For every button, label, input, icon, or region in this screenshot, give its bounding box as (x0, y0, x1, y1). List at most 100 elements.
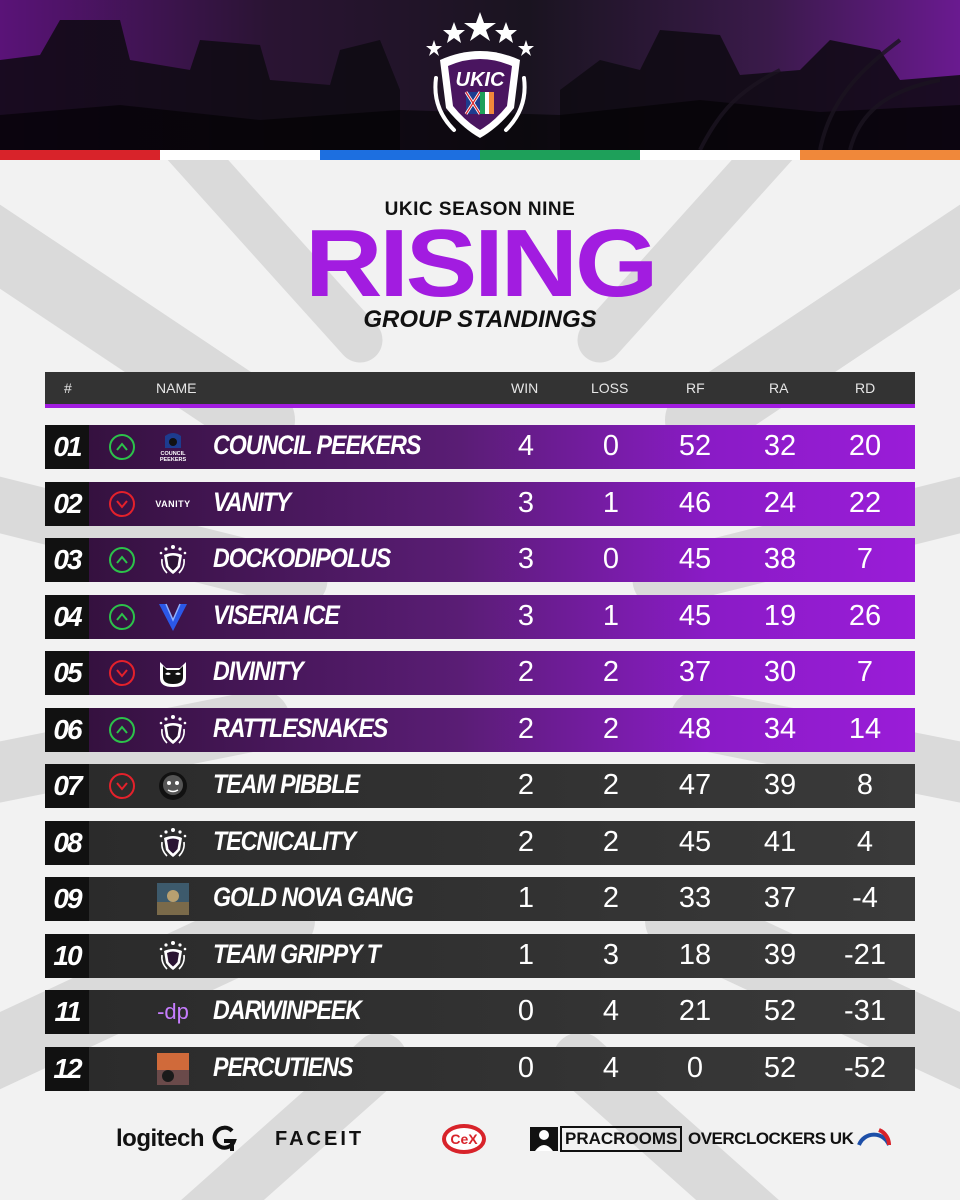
page-title: RISING (304, 210, 659, 317)
faceit-logo: FACEIT (275, 1127, 365, 1150)
rank-number: 08 (45, 820, 89, 865)
wins-value: 2 (517, 769, 535, 801)
darwinpeek-logo: -dp (157, 999, 189, 1024)
overclockers-uk-logo: OVERCLOCKERS UK (688, 1122, 893, 1156)
row-background (89, 1046, 915, 1091)
round-difference-value: -52 (844, 1051, 886, 1084)
council-peekers-logo: COUNCIL PEEKERS (153, 430, 193, 464)
rounds-against-value: 39 (763, 769, 797, 801)
rank-number: 03 (45, 538, 89, 582)
trend-down-icon (109, 773, 135, 799)
rounds-for-value: 48 (678, 712, 712, 745)
rounds-for-value: 45 (678, 543, 712, 575)
wins-value: 0 (517, 995, 535, 1027)
wins-value: 3 (517, 599, 535, 632)
round-difference-value: 22 (848, 486, 882, 519)
round-difference-value: -21 (844, 938, 886, 971)
table-row: 04 VISERIA ICE 3 1 45 19 26 (45, 594, 915, 639)
row-background (89, 651, 915, 695)
percutiens-logo (153, 1052, 193, 1086)
logitech-g-icon (212, 1125, 237, 1151)
gold-nova-gang-logo (153, 882, 193, 916)
round-difference-value: 7 (856, 543, 874, 575)
rounds-against-value: 34 (763, 712, 797, 745)
table-row: 07 TEAM PIBBLE 2 2 47 39 8 (45, 764, 915, 808)
rounds-against-value: 39 (763, 938, 797, 971)
rank-number: 06 (45, 707, 89, 752)
wins-value: 2 (517, 712, 535, 745)
wins-value: 1 (517, 938, 535, 971)
team-name: DARWINPEEK (213, 995, 362, 1025)
rounds-for-value: 52 (678, 430, 712, 462)
row-background (89, 538, 915, 582)
table-row: 12 PERCUTIENS 0 4 0 52 -52 (45, 1046, 915, 1091)
header-banner: UKIC (0, 0, 960, 150)
svg-text:COUNCIL: COUNCIL (160, 451, 186, 457)
rank-number: 05 (45, 651, 89, 695)
losses-value: 2 (602, 882, 620, 914)
logitech-logo: logitech (116, 1122, 238, 1156)
table-header-accent-line (45, 404, 915, 408)
table-row: 05 DIVINITY 2 2 37 30 7 (45, 651, 915, 695)
round-difference-value: 14 (848, 712, 882, 745)
rounds-for-value: 33 (678, 882, 712, 914)
table-row: 08 TECNICALITY 2 2 45 41 4 (45, 820, 915, 865)
losses-value: 2 (602, 825, 620, 858)
round-difference-value: 20 (848, 430, 882, 462)
overclockers-text: OVERCLOCKERS UK (688, 1129, 854, 1148)
rounds-against-value: 30 (763, 656, 797, 688)
rounds-against-value: 41 (763, 825, 797, 858)
rounds-against-value: 37 (763, 882, 797, 914)
cex-logo: CeX (440, 1122, 488, 1156)
ukic-shield-logo (153, 939, 193, 973)
logitech-text: logitech (116, 1125, 205, 1152)
rounds-against-value: 38 (763, 543, 797, 575)
trend-up-icon (109, 603, 135, 630)
rounds-against-value: 52 (763, 1051, 797, 1084)
rounds-for-value: 21 (678, 995, 712, 1027)
ukic-shield-logo (153, 826, 193, 860)
viseria-ice-logo (153, 600, 193, 634)
wins-value: 3 (517, 543, 535, 575)
losses-value: 0 (602, 543, 620, 575)
national-color-bar (0, 150, 960, 160)
losses-value: 4 (602, 1051, 620, 1084)
column-ra: RA (769, 380, 789, 396)
section-title: GROUP STANDINGS (363, 306, 597, 333)
pracrooms-figure-icon (530, 1127, 558, 1151)
rank-number: 04 (45, 594, 89, 639)
rank-number: 11 (45, 990, 89, 1034)
losses-value: 1 (602, 599, 620, 632)
row-background (89, 594, 915, 639)
rounds-for-value: 18 (678, 938, 712, 971)
wins-value: 2 (517, 656, 535, 688)
rounds-for-value: 37 (678, 656, 712, 688)
row-background (89, 933, 915, 978)
row-background (89, 764, 915, 808)
table-row: 03 DOCKODIPOLUS 3 0 45 38 7 (45, 538, 915, 582)
column-loss: LOSS (591, 380, 629, 396)
team-name: PERCUTIENS (213, 1051, 353, 1082)
divinity-logo (153, 656, 193, 690)
column-rank: # (64, 380, 72, 396)
rounds-for-value: 45 (678, 599, 712, 632)
row-background (89, 820, 915, 865)
losses-value: 1 (602, 486, 620, 519)
overclockers-gauge-icon (857, 1128, 892, 1146)
table-row: 01 COUNCIL PEEKERS COUNCIL PEEKERS 4 0 52 32 20 (45, 425, 915, 469)
row-background (89, 425, 915, 469)
table-row: 06 RATTLESNAKES 2 2 48 34 14 (45, 707, 915, 752)
rounds-against-value: 52 (763, 995, 797, 1027)
trend-up-icon (109, 434, 135, 460)
rounds-for-value: 46 (678, 486, 712, 519)
column-rd: RD (855, 380, 876, 396)
row-background (89, 707, 915, 752)
losses-value: 0 (602, 430, 620, 462)
column-name: NAME (156, 380, 197, 396)
team-name: VISERIA ICE (213, 599, 340, 630)
losses-value: 2 (602, 656, 620, 688)
rounds-against-value: 19 (763, 599, 797, 632)
losses-value: 2 (602, 712, 620, 745)
trend-up-icon (109, 547, 135, 573)
round-difference-value: -31 (844, 995, 886, 1027)
